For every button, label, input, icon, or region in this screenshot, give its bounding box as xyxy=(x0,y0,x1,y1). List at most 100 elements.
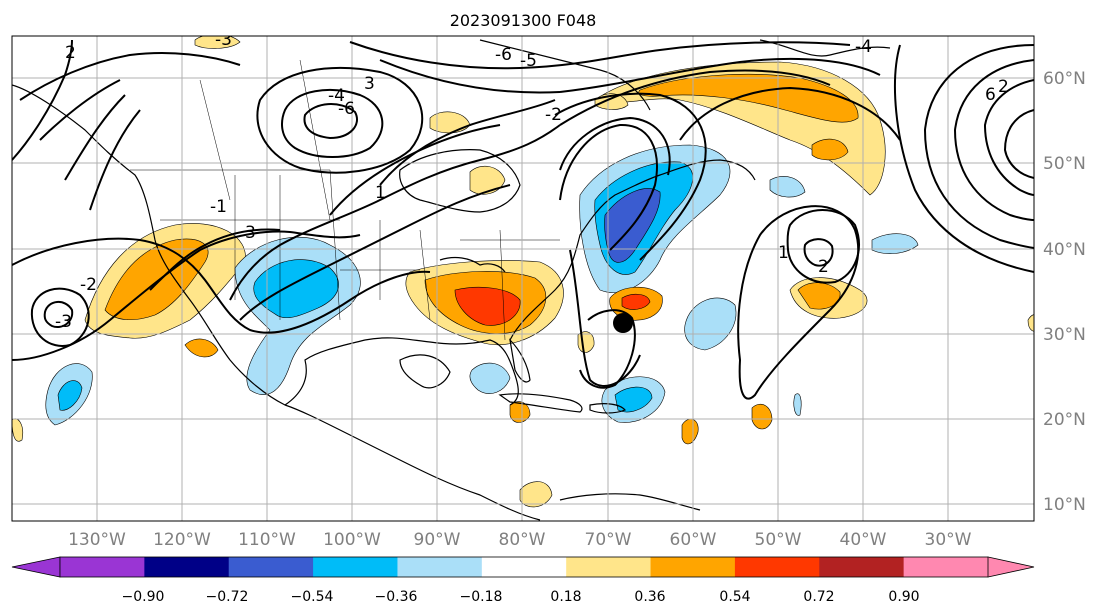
lon-label: 40°W xyxy=(840,530,887,550)
cool-anomaly-pacific-core xyxy=(57,380,83,411)
contour-east-high-5 xyxy=(894,44,1034,273)
contour-label: 2 xyxy=(998,77,1009,97)
lon-label: 130°W xyxy=(68,530,126,550)
warm-anomaly-baja xyxy=(184,338,219,358)
contour-north-atlantic-4 xyxy=(559,69,831,126)
contour-atlantic-low xyxy=(786,209,860,284)
greenland xyxy=(759,39,891,57)
florida xyxy=(509,338,531,383)
contour-atlantic-ridge xyxy=(569,249,641,387)
warm-anomaly-atlantic-south xyxy=(751,404,773,430)
contour-east-high-2 xyxy=(1003,109,1034,179)
warm-anomaly-atlantic-core xyxy=(621,293,651,310)
west-coast xyxy=(12,84,541,521)
contour-east-high-1 xyxy=(983,79,1034,196)
cool-anomaly-atlantic-small xyxy=(793,393,802,416)
contour-central-1 xyxy=(229,124,561,301)
colorbar-frame xyxy=(59,556,989,578)
colorbar-bins xyxy=(60,557,989,577)
contour-northern-low-outer xyxy=(256,66,424,174)
warm-anomaly-greenland-coast xyxy=(1027,314,1034,332)
cool-anomaly-east-atlantic xyxy=(769,176,806,198)
east-coast xyxy=(509,159,756,341)
contour-north-atlantic-5 xyxy=(679,86,901,141)
colorbar-bin xyxy=(734,557,820,577)
colorbar-tick-label: 0.36 xyxy=(634,589,665,605)
contour-label: 3 xyxy=(245,223,256,243)
colorbar-tick-label: −0.36 xyxy=(375,589,418,605)
south-america xyxy=(559,493,701,511)
contour-northern-low xyxy=(281,89,384,158)
contour-northern-low-inner xyxy=(303,103,358,140)
colorbar-tick-label: 0.54 xyxy=(719,589,750,605)
contour-label: 2 xyxy=(818,257,829,277)
height-contours xyxy=(12,39,1034,400)
contour-label: 2 xyxy=(65,43,76,63)
contour-central-3 xyxy=(379,99,556,186)
colorbar-tick-label: −0.72 xyxy=(206,589,249,605)
contour-trough-2 xyxy=(12,230,361,361)
hudson-bay xyxy=(399,149,521,213)
colorbar-bin xyxy=(313,557,398,577)
contour-pacific-edge xyxy=(12,39,73,161)
contour-central-2 xyxy=(239,184,511,321)
map-gridlines xyxy=(12,36,1034,521)
cool-anomaly-caribbean-core xyxy=(614,386,653,413)
contour-label: 1 xyxy=(778,243,789,263)
contour-label: -2 xyxy=(545,105,562,125)
contour-central-4 xyxy=(329,124,501,216)
storm-center-marker xyxy=(613,313,633,333)
contour-label: 3 xyxy=(364,74,375,94)
contour-label: -4 xyxy=(328,86,345,106)
colorbar-over-triangle xyxy=(987,556,1035,578)
contour-arctic-1 xyxy=(19,52,241,101)
contour-north-atlantic-1 xyxy=(349,41,851,70)
colorbar-tick-label: −0.54 xyxy=(291,589,334,605)
great-lakes xyxy=(439,256,506,273)
warm-anomaly-lesser-antilles xyxy=(681,418,699,445)
colorbar-bin xyxy=(650,557,736,577)
contour-east-high-3 xyxy=(953,59,1034,221)
contour-label: -2 xyxy=(80,275,97,295)
lon-label: 100°W xyxy=(323,530,381,550)
contour-north-atlantic-2 xyxy=(379,59,561,94)
colorbar-tick-label: 0.18 xyxy=(550,589,581,605)
colorbar-tick-labels: −0.90 −0.72 −0.54 −0.36 −0.18 0.18 0.36 … xyxy=(122,589,920,605)
coastlines xyxy=(12,39,891,521)
anomaly-shading xyxy=(12,36,1034,508)
warm-anomaly-east-atlantic-core xyxy=(797,282,841,310)
colorbar-tick-label: −0.18 xyxy=(460,589,503,605)
latitude-labels: 60°N 50°N 40°N 30°N 20°N 10°N xyxy=(1043,69,1086,515)
warm-anomaly-north-atlantic-spur xyxy=(811,138,849,161)
contour-north-atlantic-3 xyxy=(559,57,881,93)
colorbar-bin xyxy=(566,557,652,577)
contour-labels: 3 -4 -6 -2 -3 -1 1 2 3 1 -2 -6 -5 -4 6 2… xyxy=(55,30,1009,332)
contour-label: -6 xyxy=(338,99,355,119)
contour-label: 6 xyxy=(985,85,996,105)
contour-label: -3 xyxy=(215,30,232,50)
cool-anomaly-gulf xyxy=(469,362,511,394)
contour-east-trough-1 xyxy=(554,92,707,261)
lat-label: 60°N xyxy=(1043,69,1086,89)
contour-arctic-3 xyxy=(64,94,126,181)
lat-label: 10°N xyxy=(1043,495,1086,515)
longitude-labels: 130°W 120°W 110°W 100°W 90°W 80°W 70°W 6… xyxy=(68,530,972,550)
contour-east-trough-3 xyxy=(559,123,658,251)
lon-label: 30°W xyxy=(925,530,972,550)
contour-arctic-4 xyxy=(89,109,141,211)
contour-pacific-low xyxy=(30,287,90,347)
lat-label: 50°N xyxy=(1043,154,1086,174)
warm-anomaly-arctic xyxy=(194,36,241,49)
colorbar-tick-label: 0.90 xyxy=(888,589,919,605)
warm-anomaly-florida-coast xyxy=(577,331,595,353)
contour-pacific-low-inner xyxy=(43,301,74,328)
map-panel: 3 -4 -6 -2 -3 -1 1 2 3 1 -2 -6 -5 -4 6 2… xyxy=(12,30,1034,521)
contour-trough-3 xyxy=(149,228,281,291)
contour-label: -5 xyxy=(520,51,537,71)
colorbar-tick-label: 0.72 xyxy=(803,589,834,605)
lon-label: 60°W xyxy=(670,530,717,550)
contour-label: 1 xyxy=(375,183,386,203)
hispaniola xyxy=(589,403,626,414)
lon-label: 90°W xyxy=(414,530,461,550)
